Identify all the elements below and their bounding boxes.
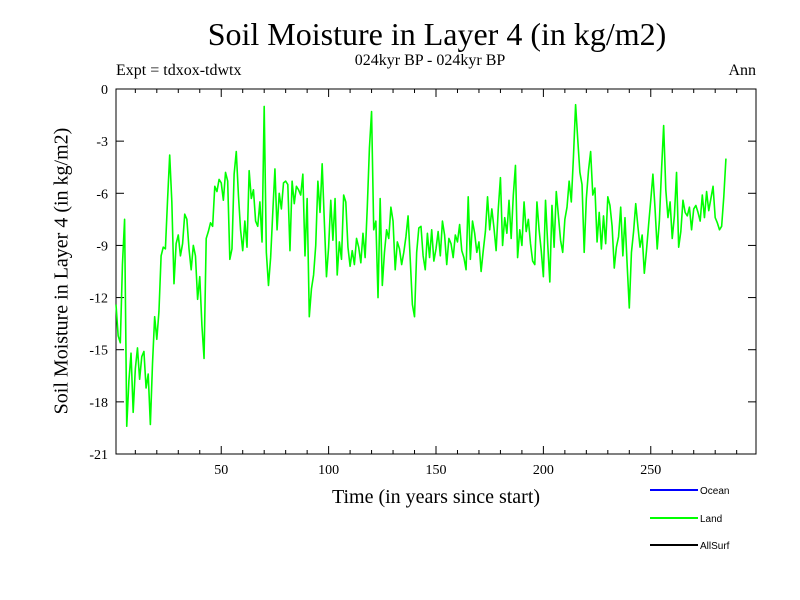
x-axis-ticks: 50 100 150 200 250 <box>134 89 738 478</box>
y-tick-label: -21 <box>89 448 108 463</box>
y-tick-label: 0 <box>101 83 108 98</box>
y-tick-label: -9 <box>96 239 108 254</box>
chart-title: Soil Moisture in Layer 4 (in kg/m2) <box>207 16 667 52</box>
x-tick-label: 100 <box>318 463 339 478</box>
x-tick-label: 200 <box>533 463 554 478</box>
y-axis-ticks: 0 -3 -6 -9 -12 -15 -18 -21 <box>89 83 756 463</box>
x-axis-label: Time (in years since start) <box>331 486 541 508</box>
legend-label-allsurf: AllSurf <box>700 541 730 552</box>
legend-label-ocean: Ocean <box>700 486 729 497</box>
chart-subtitle: 024kyr BP - 024kyr BP <box>354 52 506 69</box>
plot-frame <box>115 88 757 455</box>
y-tick-label: -15 <box>89 344 108 359</box>
y-tick-label: -12 <box>89 292 108 307</box>
y-tick-label: -18 <box>89 396 108 411</box>
y-tick-label: -3 <box>96 135 108 150</box>
series-line-land <box>115 103 727 427</box>
series-layer <box>115 103 727 427</box>
x-tick-label: 150 <box>426 463 447 478</box>
x-tick-label: 50 <box>214 463 228 478</box>
experiment-label: Expt = tdxox-tdwtx <box>116 62 242 79</box>
legend-label-land: Land <box>700 514 722 525</box>
legend: Ocean Land AllSurf <box>650 486 730 552</box>
y-tick-label: -6 <box>96 187 108 202</box>
x-tick-label: 250 <box>640 463 661 478</box>
period-label: Ann <box>728 62 756 79</box>
